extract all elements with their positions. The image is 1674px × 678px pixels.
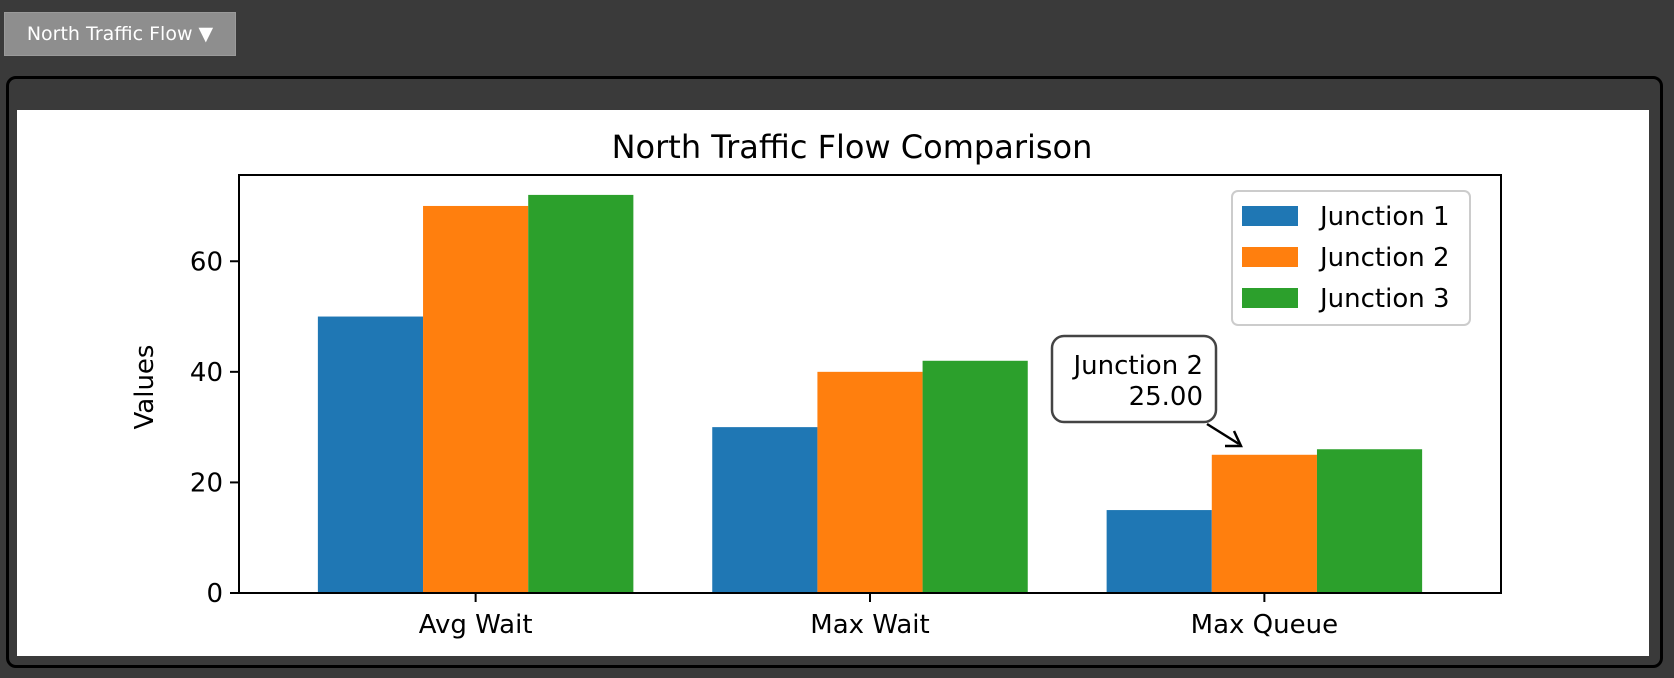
bar-junction-2-max-wait	[817, 371, 923, 593]
plot-frame	[238, 174, 1502, 594]
bar-junction-3-max-queue	[1316, 449, 1423, 593]
annotation-arrowhead	[1225, 430, 1243, 448]
legend: Junction 1 Junction 2 Junction 3	[1231, 190, 1471, 326]
bars-group	[317, 194, 1423, 593]
legend-label: Junction 2	[1318, 243, 1450, 273]
annotation-arrow	[1206, 422, 1240, 446]
bar-junction-2-max-queue	[1211, 454, 1317, 593]
y-tick-label: 60	[190, 247, 223, 277]
annotation-box	[1050, 334, 1218, 424]
x-tick-label: Max Queue	[1191, 610, 1338, 640]
view-dropdown[interactable]: North Traffic Flow ▼	[4, 12, 236, 56]
legend-swatch-junction-3	[1242, 288, 1298, 308]
x-tick-label: Avg Wait	[419, 610, 533, 640]
x-tick-label: Max Wait	[810, 610, 929, 640]
bar-junction-1-max-wait	[712, 427, 818, 593]
annotation-group: Junction 2 25.00	[1050, 334, 1243, 448]
bar-junction-2-avg-wait	[423, 205, 529, 593]
x-axis: Avg Wait Max Wait Max Queue	[419, 593, 1338, 640]
bar-junction-1-max-queue	[1106, 510, 1212, 593]
annotation-text-value: 25.00	[1129, 382, 1203, 412]
y-axis: 0 20 40 60	[190, 247, 239, 609]
legend-label: Junction 3	[1318, 284, 1450, 314]
chart-title: North Traffic Flow Comparison	[612, 128, 1093, 166]
chart-area: North Traffic Flow Comparison Values 0 20…	[17, 110, 1649, 656]
y-axis-label: Values	[130, 345, 160, 430]
bar-junction-1-avg-wait	[317, 316, 424, 593]
bar-junction-3-max-wait	[922, 360, 1028, 593]
y-tick-label: 40	[190, 358, 223, 388]
bar-chart: North Traffic Flow Comparison Values 0 20…	[130, 128, 1502, 640]
bar-junction-3-avg-wait	[528, 194, 634, 593]
y-tick-label: 0	[206, 579, 223, 609]
legend-label: Junction 1	[1318, 202, 1450, 232]
y-tick-label: 20	[190, 468, 223, 498]
annotation-text-series: Junction 2	[1071, 351, 1203, 381]
legend-swatch-junction-2	[1242, 247, 1298, 267]
legend-swatch-junction-1	[1242, 206, 1298, 226]
